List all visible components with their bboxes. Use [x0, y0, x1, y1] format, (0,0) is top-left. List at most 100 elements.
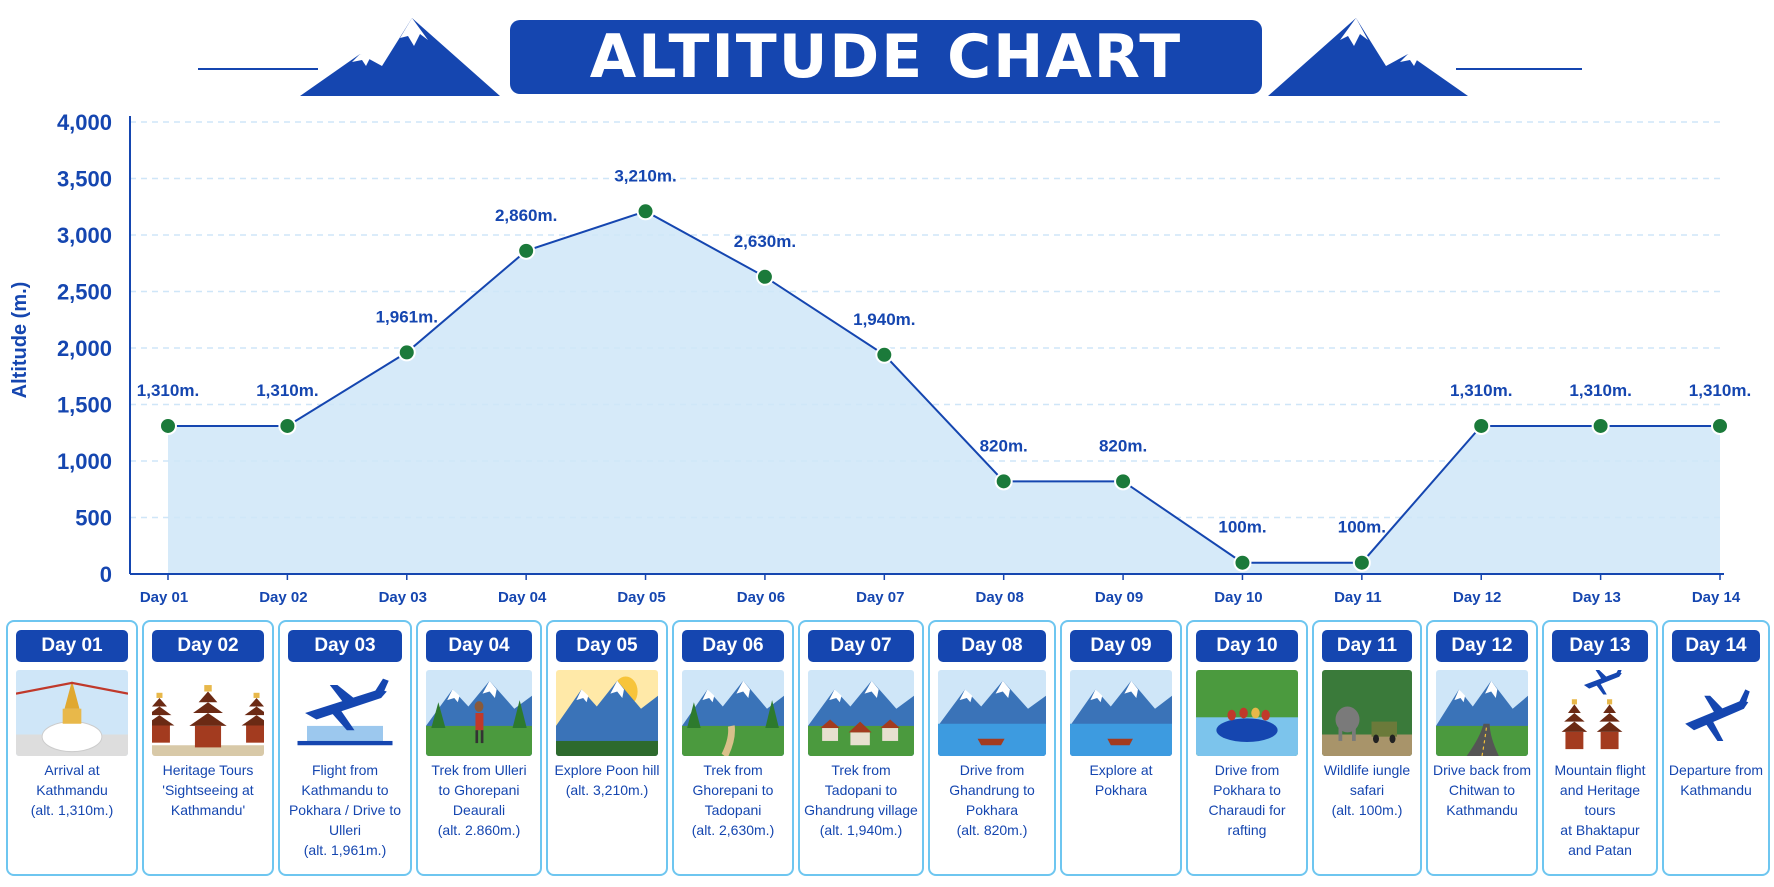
mountain-right-icon — [1268, 18, 1468, 96]
data-point — [1233, 553, 1252, 572]
card-description: Mountain flight and Heritage tours at Bh… — [1554, 762, 1646, 858]
card-day-label: Day 06 — [682, 630, 784, 662]
data-point — [517, 241, 536, 260]
itinerary-card: Day 06 Trek from Ghorepani to Tadopani (a… — [672, 620, 794, 876]
x-tick-label: Day 12 — [1453, 589, 1501, 606]
data-point — [755, 267, 774, 286]
elephant-jeep-icon — [1322, 670, 1412, 756]
data-label: 1,310m. — [137, 381, 199, 400]
x-tick-label: Day 14 — [1692, 589, 1741, 606]
title-left-line — [198, 68, 318, 70]
card-day-label: Day 07 — [808, 630, 914, 662]
data-point — [994, 472, 1013, 491]
card-day-label: Day 04 — [426, 630, 532, 662]
itinerary-card: Day 12 Drive back from Chitwan to Kathman… — [1426, 620, 1538, 876]
card-day-label: Day 12 — [1436, 630, 1528, 662]
y-tick-label: 2,500 — [57, 280, 112, 305]
card-day-label: Day 13 — [1552, 630, 1648, 662]
card-day-label: Day 08 — [938, 630, 1046, 662]
y-axis-label: Altitude (m.) — [9, 282, 31, 399]
itinerary-card: Day 03 Flight from Kathmandu to Pokhara /… — [278, 620, 412, 876]
data-label: 1,310m. — [1689, 381, 1751, 400]
road-icon — [1436, 670, 1528, 756]
x-tick-label: Day 08 — [976, 589, 1024, 606]
card-description: Flight from Kathmandu to Pokhara / Drive… — [288, 762, 402, 858]
card-description: Drive back from Chitwan to Kathmandu — [1432, 762, 1532, 818]
altitude-chart: 0 500 1,000 1,500 2,000 2,500 3,000 3,500 4,000 D… — [9, 110, 1751, 606]
data-label: 2,630m. — [734, 232, 796, 251]
title-right-line — [1456, 68, 1582, 70]
stupa-icon — [16, 670, 128, 756]
x-tick-label: Day 07 — [856, 589, 904, 606]
data-label: 1,310m. — [256, 381, 318, 400]
card-description: Departure from Kathmandu — [1668, 762, 1764, 798]
x-tick-label: Day 09 — [1095, 589, 1143, 606]
altitude-area — [168, 211, 1720, 574]
x-tick-label: Day 13 — [1572, 589, 1620, 606]
altitude-line — [168, 210, 1720, 564]
mountain-left-icon — [300, 18, 500, 96]
y-tick-label: 500 — [75, 506, 112, 531]
card-description: Arrival at Kathmandu (alt. 1,310m.) — [30, 762, 114, 818]
x-tick-label: Day 03 — [379, 589, 427, 606]
card-description: Explore Poon hill (alt. 3,210m.) — [554, 762, 660, 798]
village-icon — [808, 670, 914, 756]
data-point — [278, 416, 297, 435]
itinerary-card: Day 01 Arrival at Kathmandu (alt. 1,310m.… — [6, 620, 138, 876]
rafting-icon — [1196, 670, 1298, 756]
lake-boat-icon — [938, 670, 1046, 756]
card-description: Trek from Ulleri to Ghorepani Deaurali (… — [431, 762, 527, 838]
card-description: Wildlife iungle safari (alt. 100m.) — [1323, 762, 1411, 818]
page-title: ALTITUDE CHART — [589, 22, 1183, 92]
data-label: 100m. — [1218, 518, 1266, 537]
itinerary-card: Day 08 Drive from Ghandrung to Pokhara (a… — [928, 620, 1056, 876]
airplane-icon — [1672, 670, 1760, 756]
card-description: Drive from Ghandrung to Pokhara (alt. 82… — [949, 762, 1035, 838]
y-tick-label: 2,000 — [57, 336, 112, 361]
y-tick-label: 1,500 — [57, 393, 112, 418]
airplane-temple-icon — [1552, 670, 1648, 756]
card-description: Explore at Pokhara — [1089, 762, 1153, 798]
itinerary-card: Day 09 Explore at Pokhara — [1060, 620, 1182, 876]
data-label: 100m. — [1338, 518, 1386, 537]
card-day-label: Day 03 — [288, 630, 402, 662]
hiker-icon — [426, 670, 532, 756]
data-point — [1352, 553, 1371, 572]
y-tick-label: 3,500 — [57, 167, 112, 192]
data-point — [1114, 472, 1133, 491]
card-day-label: Day 11 — [1322, 630, 1412, 662]
sunrise-mountain-icon — [556, 670, 658, 756]
data-point — [636, 202, 655, 221]
itinerary-card: Day 07 Trek from Tadopani to Ghandrung vi… — [798, 620, 924, 876]
lake-boat-icon — [1070, 670, 1172, 756]
data-label: 3,210m. — [614, 166, 676, 185]
data-point — [1472, 416, 1491, 435]
header: ALTITUDE CHART — [0, 0, 1774, 110]
data-label: 2,860m. — [495, 206, 557, 225]
trail-icon — [682, 670, 784, 756]
x-tick-label: Day 10 — [1214, 589, 1262, 606]
card-day-label: Day 14 — [1672, 630, 1760, 662]
data-point — [159, 416, 177, 435]
data-label: 1,961m. — [376, 307, 438, 326]
y-tick-label: 1,000 — [57, 449, 112, 474]
itinerary-card: Day 13 Mountain flight and Heritage tours… — [1542, 620, 1658, 876]
itinerary-card: Day 02 Heritage Tours 'Sightseeing at Kat… — [142, 620, 274, 876]
data-label: 820m. — [1099, 436, 1147, 455]
card-day-label: Day 01 — [16, 630, 128, 662]
airplane-airport-icon — [288, 670, 402, 756]
card-day-label: Day 10 — [1196, 630, 1298, 662]
card-day-label: Day 05 — [556, 630, 658, 662]
x-tick-label: Day 02 — [259, 589, 307, 606]
itinerary-card: Day 05 Explore Poon hill (alt. 3,210m.) — [546, 620, 668, 876]
data-point — [875, 345, 894, 364]
itinerary-card: Day 14 Departure from Kathmandu — [1662, 620, 1770, 876]
x-tick-label: Day 06 — [737, 589, 785, 606]
x-tick-label: Day 05 — [617, 589, 665, 606]
itinerary-card: Day 10 Drive from Pokhara to Charaudi for… — [1186, 620, 1308, 876]
itinerary-card: Day 04 Trek from Ulleri to Ghorepani Deau… — [416, 620, 542, 876]
temple-icon — [152, 670, 264, 756]
data-label: 1,310m. — [1569, 381, 1631, 400]
y-tick-label: 0 — [100, 562, 112, 587]
itinerary-cards: Day 01 Arrival at Kathmandu (alt. 1,310m.… — [6, 620, 1772, 878]
